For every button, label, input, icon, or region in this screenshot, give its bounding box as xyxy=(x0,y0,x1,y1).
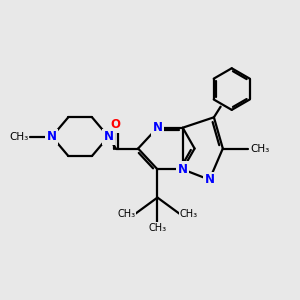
Text: CH₃: CH₃ xyxy=(250,143,270,154)
Text: N: N xyxy=(47,130,57,143)
Text: N: N xyxy=(178,163,188,176)
Text: CH₃: CH₃ xyxy=(180,209,198,219)
Text: CH₃: CH₃ xyxy=(9,132,28,142)
Text: CH₃: CH₃ xyxy=(117,209,135,219)
Text: N: N xyxy=(204,173,214,186)
Text: N: N xyxy=(103,130,113,143)
Text: N: N xyxy=(152,121,162,134)
Text: CH₃: CH₃ xyxy=(148,223,166,233)
Text: O: O xyxy=(111,118,121,131)
